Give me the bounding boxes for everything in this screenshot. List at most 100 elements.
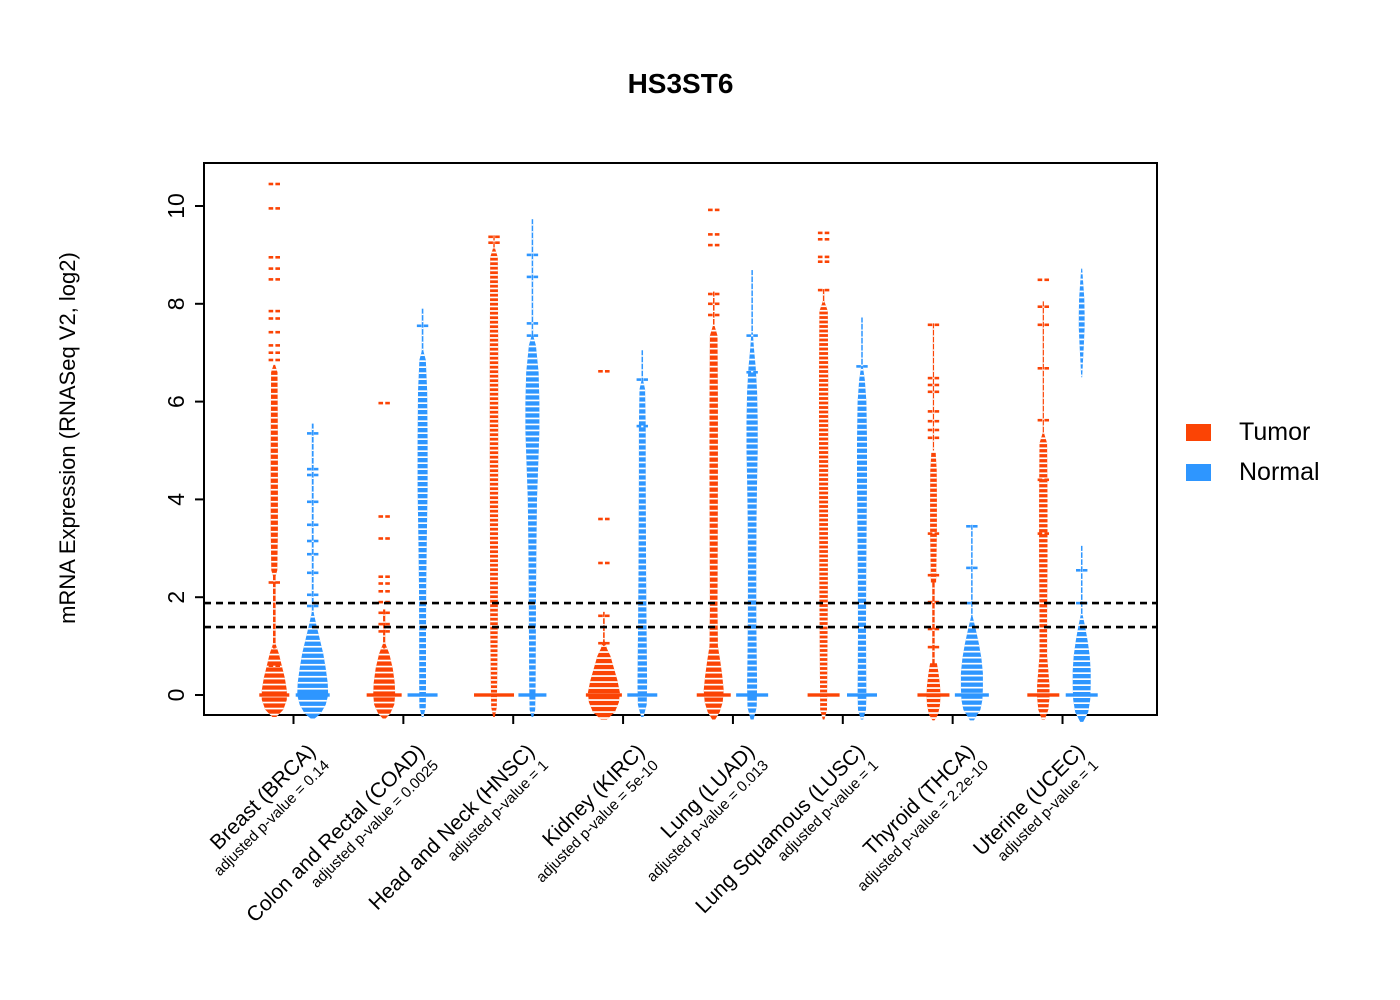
legend-item-normal: Normal — [1186, 452, 1320, 492]
violin-normal-thca — [954, 524, 989, 721]
violin-normal-luad — [736, 270, 769, 720]
outlier-dash — [378, 630, 384, 633]
outlier-dash — [423, 324, 429, 328]
outlier-dash — [307, 552, 312, 556]
legend-label-tumor: Tumor — [1239, 417, 1311, 446]
outlier-dash — [385, 515, 390, 518]
outlier-dash — [817, 231, 823, 235]
violin-tumor-brca — [259, 182, 290, 717]
outlier-dash — [307, 467, 312, 471]
outlier-dash — [714, 208, 720, 212]
outlier-dash — [416, 324, 422, 328]
outlier-dash — [927, 645, 933, 649]
median-line — [807, 693, 840, 697]
violin-tumor-coad — [366, 401, 402, 719]
outlier-dash — [604, 561, 610, 565]
median-line — [259, 693, 290, 697]
outlier-dash — [1044, 367, 1050, 370]
y-tick-label: 8 — [163, 297, 189, 310]
outlier-dash — [307, 500, 312, 504]
outlier-dash — [533, 253, 539, 257]
outlier-dash — [275, 581, 280, 584]
outlier-dash — [1044, 532, 1050, 535]
outlier-dash — [307, 593, 312, 597]
outlier-dash — [598, 517, 603, 521]
median-line — [295, 693, 330, 697]
outlier-dash — [313, 604, 319, 608]
outlier-dash — [927, 532, 933, 535]
outlier-dash — [927, 573, 933, 577]
outlier-dash — [313, 552, 319, 556]
outlier-dash — [385, 575, 390, 578]
outlier-dash — [927, 376, 933, 380]
outlier-dash — [313, 467, 319, 471]
outlier-dash — [708, 302, 713, 306]
plot-border — [203, 162, 1158, 716]
outlier-dash — [824, 231, 830, 235]
outlier-dash — [966, 601, 971, 605]
outlier-dash — [927, 436, 933, 440]
outlier-dash — [1037, 305, 1043, 308]
outlier-dash — [1044, 278, 1050, 282]
outlier-dash — [275, 182, 280, 186]
outlier-dash — [385, 622, 390, 626]
outlier-dash — [275, 267, 280, 270]
legend-swatch-tumor — [1186, 423, 1211, 441]
outlier-dash — [972, 525, 978, 528]
outlier-dash — [378, 600, 384, 604]
outlier-dash — [934, 645, 940, 649]
outlier-dash — [307, 571, 312, 575]
median-line — [407, 693, 438, 697]
median-line — [1065, 693, 1098, 697]
outlier-dash — [1044, 478, 1050, 482]
outlier-dash — [268, 256, 274, 259]
outlier-dash — [307, 473, 312, 477]
median-line — [518, 693, 547, 697]
outlier-dash — [275, 358, 280, 362]
legend-item-tumor: Tumor — [1186, 412, 1320, 452]
outlier-dash — [934, 383, 940, 387]
outlier-dash — [934, 573, 940, 577]
legend-swatch-normal — [1186, 463, 1211, 481]
outlier-dash — [526, 322, 532, 325]
outlier-dash — [533, 275, 539, 279]
outlier-dash — [385, 611, 390, 615]
outlier-dash — [1076, 569, 1081, 572]
outlier-dash — [275, 278, 280, 281]
median-line — [366, 693, 402, 697]
outlier-dash — [275, 317, 280, 320]
outlier-dash — [307, 432, 312, 435]
median-line — [627, 693, 658, 697]
outlier-dash — [1037, 278, 1043, 282]
outlier-dash — [714, 243, 720, 247]
outlier-dash — [313, 523, 319, 527]
outlier-dash — [714, 302, 720, 306]
median-line — [1027, 693, 1060, 697]
outlier-dash — [598, 370, 603, 373]
legend-label-normal: Normal — [1239, 457, 1320, 486]
outlier-dash — [533, 322, 539, 325]
outlier-dash — [495, 235, 500, 239]
outlier-dash — [643, 424, 648, 428]
outlier-dash — [817, 255, 823, 259]
outlier-dash — [378, 582, 384, 585]
outlier-dash — [604, 517, 610, 521]
outlier-dash — [526, 334, 532, 337]
outlier-dash — [714, 292, 720, 296]
outlier-dash — [378, 575, 384, 578]
outlier-dash — [313, 432, 319, 435]
violin-tumor-ucec — [1027, 278, 1060, 720]
outlier-dash — [307, 604, 312, 608]
outlier-dash — [708, 292, 713, 296]
outlier-dash — [753, 334, 758, 337]
violin-tumor-kirc — [585, 370, 622, 720]
y-tick-label: 4 — [163, 493, 189, 506]
outlier-dash — [275, 664, 280, 667]
outlier-dash — [275, 330, 280, 334]
outlier-dash — [1037, 367, 1043, 370]
outlier-dash — [268, 267, 274, 270]
outlier-dash — [746, 334, 752, 337]
violin-tumor-hnsc — [474, 235, 515, 717]
outlier-dash — [268, 317, 274, 320]
